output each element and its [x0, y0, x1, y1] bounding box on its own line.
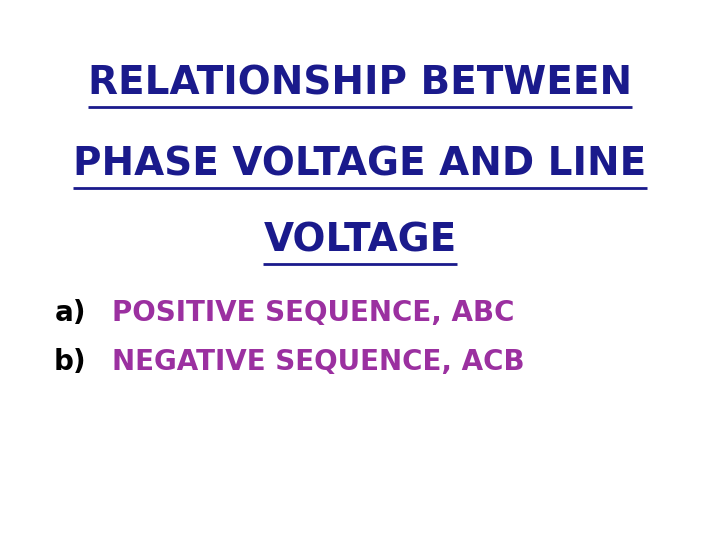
- Text: RELATIONSHIP BETWEEN: RELATIONSHIP BETWEEN: [88, 65, 632, 103]
- Text: NEGATIVE SEQUENCE, ACB: NEGATIVE SEQUENCE, ACB: [112, 348, 524, 376]
- Text: a): a): [55, 299, 86, 327]
- Text: PHASE VOLTAGE AND LINE: PHASE VOLTAGE AND LINE: [73, 146, 647, 184]
- Text: b): b): [54, 348, 86, 376]
- Text: VOLTAGE: VOLTAGE: [264, 221, 456, 259]
- Text: POSITIVE SEQUENCE, ABC: POSITIVE SEQUENCE, ABC: [112, 299, 514, 327]
